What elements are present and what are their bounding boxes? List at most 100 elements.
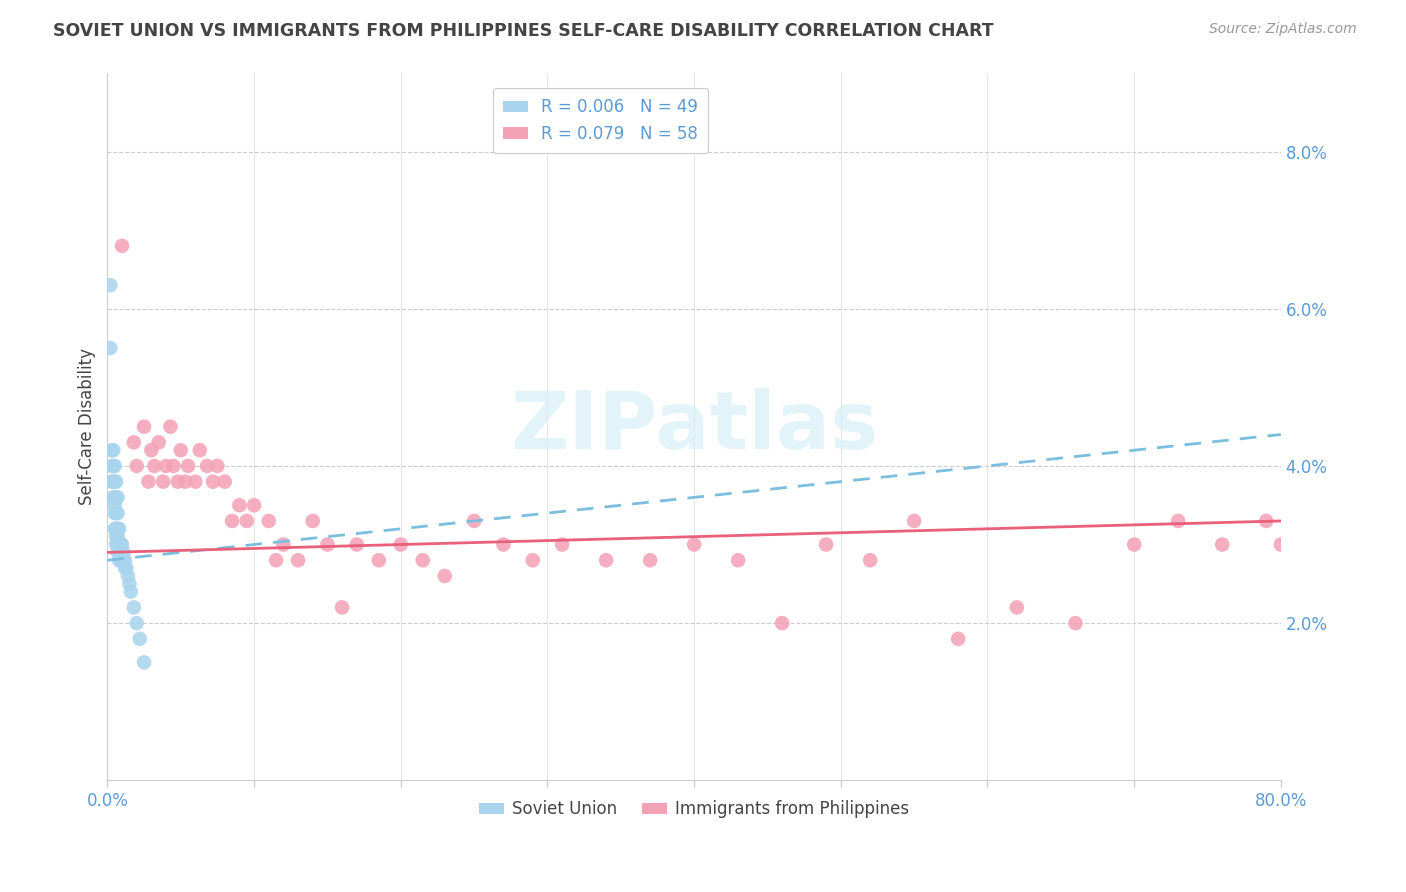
Point [122, 435, 145, 450]
Point [108, 537, 131, 551]
Point [301, 514, 323, 528]
Point [108, 553, 131, 567]
Point [683, 537, 706, 551]
Point [122, 600, 145, 615]
Point [114, 561, 136, 575]
Point [551, 537, 574, 551]
Point [101, 475, 124, 489]
Point [104, 506, 127, 520]
Point [104, 458, 127, 473]
Point [207, 458, 229, 473]
Point [98, 341, 121, 355]
Point [903, 514, 925, 528]
Point [195, 458, 218, 473]
Point [243, 498, 266, 512]
Point [330, 600, 353, 615]
Point [638, 553, 661, 567]
Point [367, 553, 389, 567]
Point [108, 522, 131, 536]
Point [101, 458, 124, 473]
Text: ZIPatlas: ZIPatlas [510, 388, 879, 466]
Y-axis label: Self-Care Disability: Self-Care Disability [79, 348, 96, 505]
Point [132, 656, 155, 670]
Point [188, 443, 211, 458]
Point [111, 545, 134, 559]
Point [114, 553, 136, 567]
Point [125, 458, 148, 473]
Point [107, 537, 129, 551]
Point [1256, 514, 1278, 528]
Point [105, 506, 128, 520]
Text: SOVIET UNION VS IMMIGRANTS FROM PHILIPPINES SELF-CARE DISABILITY CORRELATION CHA: SOVIET UNION VS IMMIGRANTS FROM PHILIPPI… [53, 22, 994, 40]
Point [104, 498, 127, 512]
Point [177, 458, 200, 473]
Point [107, 530, 129, 544]
Point [492, 537, 515, 551]
Point [1211, 537, 1233, 551]
Point [110, 553, 132, 567]
Point [141, 443, 163, 458]
Point [174, 475, 197, 489]
Point [103, 458, 125, 473]
Point [162, 458, 184, 473]
Point [107, 522, 129, 536]
Text: Source: ZipAtlas.com: Source: ZipAtlas.com [1209, 22, 1357, 37]
Point [105, 491, 128, 505]
Point [111, 537, 134, 551]
Point [273, 537, 295, 551]
Point [105, 522, 128, 536]
Point [770, 616, 793, 631]
Point [389, 537, 412, 551]
Point [104, 475, 127, 489]
Point [522, 553, 544, 567]
Point [105, 537, 128, 551]
Point [1123, 537, 1146, 551]
Point [1064, 616, 1087, 631]
Point [412, 553, 434, 567]
Point [433, 569, 456, 583]
Point [120, 584, 142, 599]
Point [112, 545, 135, 559]
Point [118, 577, 141, 591]
Point [815, 537, 838, 551]
Point [128, 632, 150, 646]
Point [132, 419, 155, 434]
Point [111, 553, 134, 567]
Point [201, 475, 224, 489]
Point [316, 537, 339, 551]
Point [105, 475, 128, 489]
Point [148, 435, 170, 450]
Point [110, 545, 132, 559]
Point [287, 553, 309, 567]
Point [170, 443, 193, 458]
Point [138, 475, 160, 489]
Point [143, 458, 166, 473]
Point [946, 632, 969, 646]
Point [125, 616, 148, 631]
Point [107, 491, 129, 505]
Point [184, 475, 207, 489]
Point [228, 498, 250, 512]
Point [98, 278, 121, 293]
Point [221, 514, 243, 528]
Point [107, 545, 129, 559]
Point [264, 553, 287, 567]
Point [595, 553, 617, 567]
Point [155, 458, 177, 473]
Point [463, 514, 485, 528]
Point [214, 475, 236, 489]
Point [112, 553, 135, 567]
Point [103, 443, 125, 458]
Point [166, 475, 188, 489]
Point [117, 569, 139, 583]
Point [1270, 537, 1292, 551]
Point [346, 537, 368, 551]
Point [111, 239, 134, 253]
Point [105, 530, 128, 544]
Point [727, 553, 749, 567]
Legend: Soviet Union, Immigrants from Philippines: Soviet Union, Immigrants from Philippine… [472, 794, 917, 825]
Point [152, 475, 174, 489]
Point [1167, 514, 1189, 528]
Point [108, 545, 131, 559]
Point [103, 491, 125, 505]
